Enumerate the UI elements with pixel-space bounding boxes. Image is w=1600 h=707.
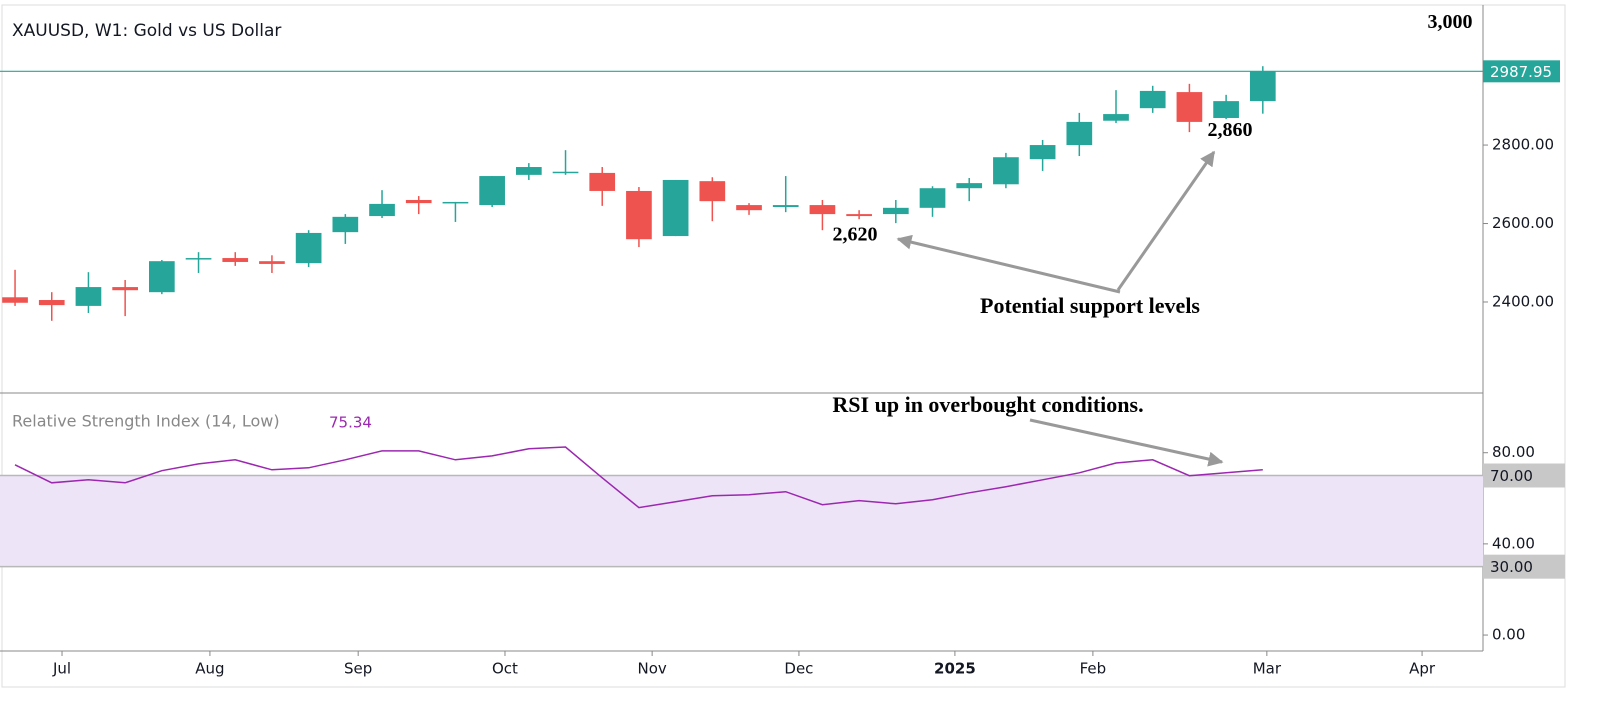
candle-body bbox=[552, 171, 579, 174]
candle-body bbox=[1066, 121, 1093, 146]
x-tick-label: Oct bbox=[492, 660, 518, 678]
x-tick-label: Jul bbox=[52, 660, 71, 678]
candle-body bbox=[222, 258, 249, 262]
arrow bbox=[1029, 418, 1224, 467]
x-tick-label: Mar bbox=[1253, 660, 1282, 678]
candle-body bbox=[1139, 90, 1166, 109]
annotation: RSI up in overbought conditions. bbox=[832, 392, 1143, 417]
y-tick-label: 2400.00 bbox=[1492, 292, 1554, 310]
candle-body bbox=[332, 216, 359, 233]
candle-body bbox=[809, 205, 836, 215]
y-tick-label: 80.00 bbox=[1492, 443, 1535, 461]
last-price-label: 2987.95 bbox=[1490, 63, 1552, 81]
candle-body bbox=[75, 287, 102, 306]
x-tick-label: 2025 bbox=[934, 660, 976, 678]
candle-body bbox=[112, 287, 138, 291]
y-tick-label: 0.00 bbox=[1492, 626, 1525, 644]
frame bbox=[1, 4, 1566, 688]
annotation: Potential support levels bbox=[980, 293, 1200, 318]
candle-body bbox=[772, 205, 799, 208]
y-tick-label: 2800.00 bbox=[1492, 136, 1554, 154]
candle-body bbox=[295, 232, 322, 264]
candle-body bbox=[148, 261, 175, 293]
candle-body bbox=[259, 261, 285, 264]
level-label: 2,860 bbox=[1208, 119, 1253, 141]
y-tick-label: 40.00 bbox=[1492, 534, 1535, 552]
x-tick-label: Sep bbox=[344, 660, 372, 678]
candle-body bbox=[626, 190, 652, 240]
candle-body bbox=[38, 300, 65, 306]
rsi-title: Relative Strength Index (14, Low) bbox=[12, 412, 280, 431]
candle-body bbox=[1213, 101, 1239, 118]
candle-body bbox=[1249, 71, 1276, 102]
x-tick-label: Feb bbox=[1080, 660, 1107, 678]
x-tick-label: Aug bbox=[195, 660, 224, 678]
arrow bbox=[896, 234, 1121, 294]
candle-body bbox=[662, 179, 689, 237]
x-tick-label: Dec bbox=[784, 660, 813, 678]
chart-title: XAUUSD, W1: Gold vs US Dollar bbox=[12, 21, 281, 41]
band-label-box bbox=[1483, 463, 1565, 488]
candle-body bbox=[1176, 92, 1203, 122]
y-tick-label: 2600.00 bbox=[1492, 214, 1554, 232]
candle-body bbox=[405, 199, 432, 204]
level-label: 3,000 bbox=[1428, 11, 1473, 33]
candle-body bbox=[442, 201, 469, 204]
candle-body bbox=[846, 214, 872, 217]
level-label: 2,620 bbox=[833, 223, 878, 245]
band-label: 70.00 bbox=[1490, 467, 1533, 485]
candle-body bbox=[1029, 145, 1056, 160]
candle-body bbox=[479, 176, 505, 206]
rsi-value: 75.34 bbox=[329, 414, 372, 432]
candle-body bbox=[699, 181, 726, 202]
candle-body bbox=[589, 172, 616, 191]
candle-body bbox=[1103, 114, 1129, 121]
x-tick-label: Apr bbox=[1409, 660, 1436, 678]
last-price-box bbox=[1483, 60, 1560, 83]
rsi-band bbox=[0, 475, 1483, 567]
rsi-line bbox=[14, 446, 1263, 509]
candle-body bbox=[882, 207, 909, 215]
candle-body bbox=[956, 183, 983, 189]
candle-body bbox=[736, 205, 762, 211]
candle-body bbox=[993, 157, 1019, 185]
band-label-box bbox=[1483, 554, 1565, 579]
candle-body bbox=[919, 188, 946, 208]
band-label: 30.00 bbox=[1490, 558, 1533, 576]
candle-body bbox=[369, 203, 395, 217]
candle-body bbox=[2, 297, 28, 303]
arrow bbox=[1116, 150, 1216, 291]
candle-body bbox=[185, 258, 212, 260]
x-tick-label: Nov bbox=[637, 660, 666, 678]
candle-body bbox=[515, 167, 542, 175]
